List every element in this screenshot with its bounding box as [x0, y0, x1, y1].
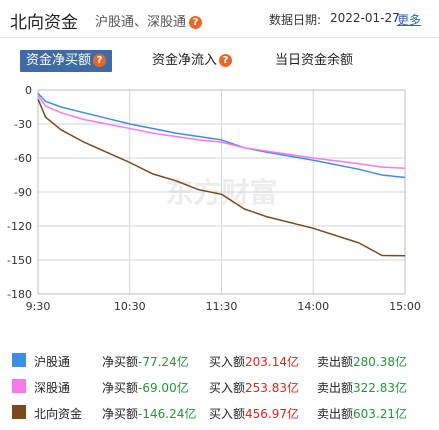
buy-value: 253.83亿	[245, 381, 300, 395]
legend-sell: 卖出额322.83亿	[317, 379, 407, 396]
legend-name: 沪股通	[34, 355, 71, 369]
legend-net: 净买额-146.24亿	[102, 405, 196, 422]
tab-balance[interactable]: 当日资金余额	[275, 50, 353, 72]
chart-area: 东方财富0-30-60-90-120-150-1809:3010:3011:30…	[0, 78, 439, 318]
help-icon[interactable]: ?	[93, 54, 107, 67]
series-line-1	[37, 95, 406, 169]
net-label: 净买额	[102, 381, 139, 395]
net-value: -146.24亿	[138, 407, 197, 421]
y-tick-label: -60	[14, 152, 32, 165]
net-label: 净买额	[102, 407, 139, 421]
legend-sell: 卖出额280.38亿	[317, 353, 407, 370]
legend-buy: 买入额253.83亿	[209, 379, 299, 396]
net-label: 净买额	[102, 355, 139, 369]
tab-net-inflow[interactable]: 资金净流入?	[152, 50, 233, 72]
y-tick-label: -150	[7, 254, 32, 267]
buy-value: 456.97亿	[245, 407, 300, 421]
subtitle-text: 沪股通、深股通	[95, 15, 187, 30]
y-tick-label: 0	[25, 84, 32, 97]
sell-label: 卖出额	[317, 381, 354, 395]
help-icon[interactable]: ?	[219, 54, 233, 67]
plot-border	[37, 89, 406, 295]
x-tick-label: 14:00	[297, 300, 329, 313]
net-value: -77.24亿	[138, 355, 189, 369]
buy-label: 买入额	[209, 407, 246, 421]
legend-swatch-shenzhen	[12, 379, 26, 393]
series-line-2	[37, 98, 406, 257]
tab-net-inflow-label: 资金净流入	[152, 53, 218, 68]
y-tick-label: -90	[14, 186, 32, 199]
x-tick-label: 11:30	[206, 300, 238, 313]
page-subtitle: 沪股通、深股通?	[95, 11, 203, 30]
page-title: 北向资金	[10, 13, 78, 33]
header: 北向资金 沪股通、深股通? 数据日期: 2022-01-27 更多	[0, 0, 439, 38]
legend-name: 深股通	[34, 381, 71, 395]
tab-balance-label: 当日资金余额	[275, 53, 354, 68]
more-link[interactable]: 更多	[397, 13, 422, 27]
buy-label: 买入额	[209, 381, 246, 395]
y-tick-label: -30	[14, 118, 32, 131]
help-icon[interactable]: ?	[189, 16, 203, 29]
sell-value: 280.38亿	[353, 355, 408, 369]
sell-value: 322.83亿	[353, 381, 408, 395]
sell-label: 卖出额	[317, 355, 354, 369]
tab-net-buy-label: 资金净买额	[26, 53, 92, 68]
date-label: 数据日期:	[269, 13, 322, 27]
y-tick-label: -180	[7, 288, 32, 301]
buy-value: 203.14亿	[245, 355, 300, 369]
legend-buy: 买入额203.14亿	[209, 353, 299, 370]
legend-buy: 买入额456.97亿	[209, 405, 299, 422]
legend-sell: 卖出额603.21亿	[317, 405, 407, 422]
buy-label: 买入额	[209, 355, 246, 369]
x-tick-label: 10:30	[114, 300, 146, 313]
tab-bar: 资金净买额? 资金净流入? 当日资金余额	[20, 50, 430, 72]
legend-net: 净买额-77.24亿	[102, 353, 189, 370]
legend-swatch-total	[12, 405, 26, 419]
date-value: 2022-01-27	[330, 11, 400, 25]
x-tick-label: 9:30	[26, 300, 51, 313]
x-tick-label: 15:00	[389, 300, 421, 313]
legend-net: 净买额-69.00亿	[102, 379, 189, 396]
legend-row-shanghai: 沪股通 净买额-77.24亿 买入额203.14亿 卖出额280.38亿	[0, 350, 439, 370]
legend-row-shenzhen: 深股通 净买额-69.00亿 买入额253.83亿 卖出额322.83亿	[0, 376, 439, 396]
legend-name: 北向资金	[34, 407, 83, 421]
series-line-0	[37, 92, 406, 179]
legend-swatch-shanghai	[12, 353, 26, 367]
tab-net-buy[interactable]: 资金净买额?	[20, 50, 113, 72]
sell-label: 卖出额	[317, 407, 354, 421]
net-buy-chart: 东方财富0-30-60-90-120-150-1809:3010:3011:30…	[7, 84, 421, 313]
sell-value: 603.21亿	[353, 407, 408, 421]
y-tick-label: -120	[7, 220, 32, 233]
legend-row-total: 北向资金 净买额-146.24亿 买入额456.97亿 卖出额603.21亿	[0, 402, 439, 422]
net-value: -69.00亿	[138, 381, 189, 395]
